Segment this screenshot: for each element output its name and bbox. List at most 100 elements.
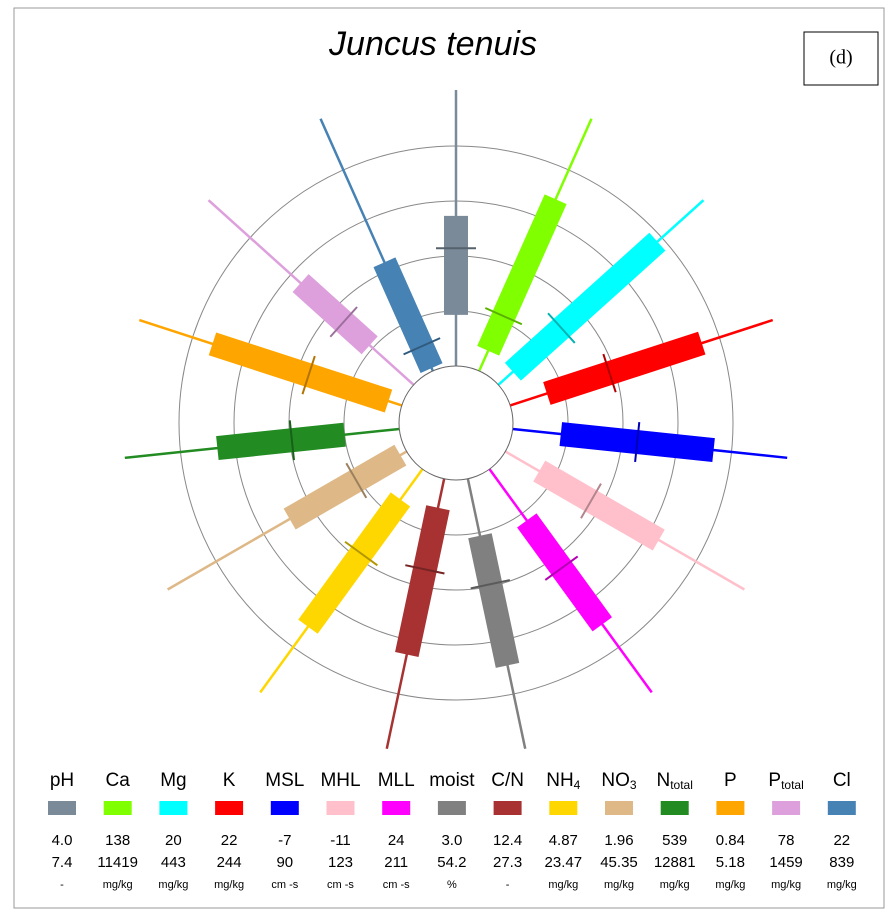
legend-min: 22 — [221, 832, 238, 849]
legend-unit: mg/kg — [660, 879, 690, 891]
legend-swatch — [549, 801, 578, 815]
median — [544, 555, 579, 581]
legend-max: 244 — [217, 854, 242, 871]
box — [208, 332, 393, 413]
legend-min: 12.4 — [493, 832, 522, 849]
box — [543, 331, 706, 405]
legend-max: 45.35 — [600, 854, 638, 871]
legend-swatch — [270, 801, 299, 815]
legend-swatch — [215, 801, 244, 815]
legend-max: 1459 — [769, 854, 802, 871]
legend-unit: mg/kg — [158, 879, 188, 891]
legend-max: 90 — [276, 854, 293, 871]
legend-max: 11419 — [97, 854, 138, 871]
panel-box — [803, 31, 879, 86]
box — [477, 194, 567, 356]
legend-name-main: NH — [546, 770, 573, 791]
box — [517, 513, 612, 632]
legend-name: pH — [50, 770, 74, 791]
legend-name: MHL — [320, 770, 360, 791]
legend-min: 24 — [388, 832, 405, 849]
legend-min: -11 — [330, 832, 351, 849]
legend-unit: mg/kg — [214, 879, 244, 891]
legend-swatch — [437, 801, 466, 815]
legend-min: 4.0 — [52, 832, 73, 849]
median — [301, 355, 316, 395]
legend-swatch — [48, 801, 76, 815]
legend-name-main: Cl — [833, 770, 851, 791]
median — [329, 306, 358, 338]
legend-unit: mg/kg — [103, 879, 133, 891]
legend-min: 1.96 — [604, 832, 633, 849]
inner-circle — [398, 365, 514, 481]
legend-min: 22 — [833, 832, 850, 849]
legend-name-main: MHL — [320, 770, 360, 791]
box — [395, 505, 450, 658]
box — [283, 444, 407, 530]
legend-name-sub: total — [781, 778, 804, 792]
legend-name-main: NO — [601, 770, 630, 791]
box — [292, 274, 378, 355]
legend-swatch — [493, 801, 522, 815]
median — [344, 540, 378, 567]
box — [373, 257, 443, 374]
legend-min: 0.84 — [716, 832, 745, 849]
legend-min: 20 — [165, 832, 182, 849]
median — [634, 422, 641, 463]
legend-name: Ptotal — [768, 770, 803, 792]
legend-min: 3.0 — [441, 832, 462, 849]
legend-unit: mg/kg — [604, 879, 634, 891]
box — [504, 232, 666, 381]
legend-name-main: C/N — [491, 770, 524, 791]
legend-max: 211 — [384, 854, 408, 871]
legend-swatch — [103, 801, 132, 815]
legend-unit: cm -s — [327, 879, 354, 891]
median — [288, 420, 295, 461]
legend-unit: % — [447, 879, 457, 891]
median — [484, 307, 523, 326]
box — [298, 492, 411, 634]
legend-name: NH4 — [546, 770, 580, 792]
legend-swatch — [827, 801, 856, 815]
legend-max: 54.2 — [437, 854, 466, 871]
legend-swatch — [660, 801, 689, 815]
legend-min: 4.87 — [549, 832, 578, 849]
box — [216, 422, 346, 461]
legend-unit: - — [506, 879, 510, 891]
legend-name: K — [223, 770, 236, 791]
chart-title: Juncus tenuis — [328, 25, 537, 63]
legend-unit: mg/kg — [827, 879, 857, 891]
panel-label: (d) — [829, 47, 852, 69]
legend-name: MLL — [378, 770, 415, 791]
median — [602, 353, 617, 393]
legend-name-sub: total — [670, 778, 693, 792]
median — [547, 312, 576, 344]
legend-min: 138 — [105, 832, 130, 849]
legend-name-main: P — [768, 770, 781, 791]
median — [403, 337, 441, 356]
legend-max: 7.4 — [52, 854, 73, 871]
legend-max: 123 — [328, 854, 353, 871]
legend-name-main: MLL — [378, 770, 415, 791]
legend-name-main: MSL — [265, 770, 304, 791]
legend-name-main: K — [223, 770, 236, 791]
legend-name-main: P — [724, 770, 737, 791]
legend-max: 443 — [161, 854, 186, 871]
legend-name: Ntotal — [656, 770, 692, 792]
median — [470, 579, 511, 590]
legend-max: 12881 — [654, 854, 696, 871]
median — [345, 462, 368, 499]
legend-min: 78 — [778, 832, 795, 849]
legend-unit: cm -s — [271, 879, 298, 891]
legend-unit: - — [60, 879, 64, 891]
legend-name-main: N — [656, 770, 670, 791]
legend-swatch — [772, 801, 801, 815]
legend-swatch — [326, 801, 355, 815]
legend-unit: mg/kg — [715, 879, 745, 891]
legend-name: Mg — [160, 770, 186, 791]
legend-name-main: Mg — [160, 770, 186, 791]
legend-name-sub: 3 — [630, 778, 637, 792]
frame — [13, 7, 885, 909]
legend-name: moist — [429, 770, 475, 791]
